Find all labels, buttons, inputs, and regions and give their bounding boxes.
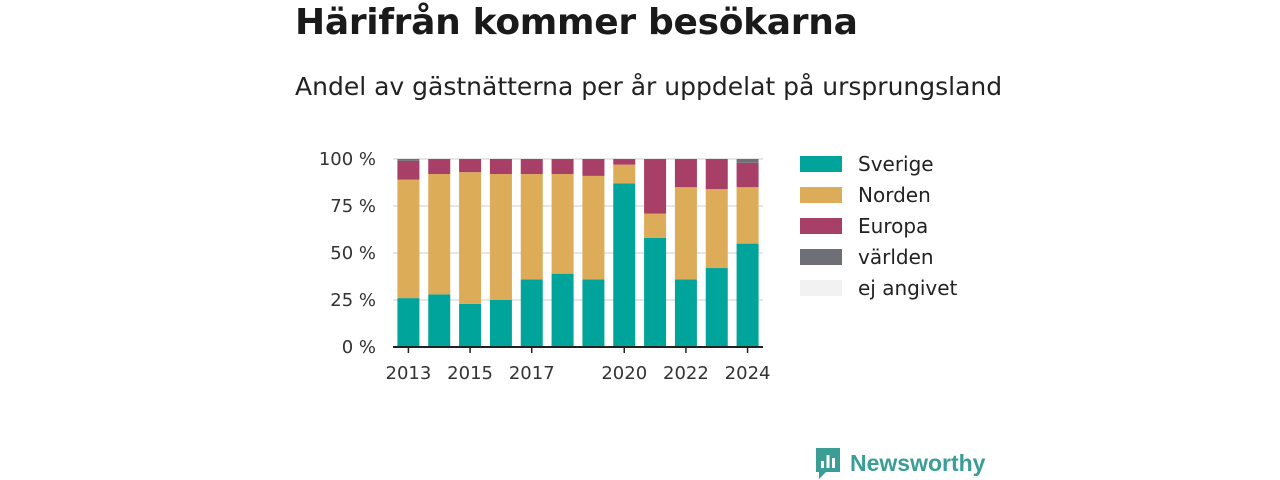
bar-segment (489, 159, 512, 175)
bar-segment (551, 273, 574, 347)
legend-swatch (800, 155, 842, 172)
bar-segment (397, 179, 420, 299)
bar-segment (397, 160, 420, 180)
legend-item-sverige[interactable]: Sverige (800, 148, 957, 179)
legend-swatch (800, 248, 842, 265)
y-tick-label: 0 % (342, 337, 376, 358)
bar-segment (736, 159, 759, 163)
legend-label: Norden (858, 182, 931, 207)
bar-segment (551, 174, 574, 274)
x-tick-label: 2022 (663, 363, 709, 384)
bar-segment (674, 187, 697, 280)
bar-segment (428, 174, 451, 295)
bar-segment (397, 298, 420, 347)
legend-item-ej-angivet[interactable]: ej angivet (800, 272, 957, 303)
legend-label: Sverige (858, 151, 934, 176)
bar-segment (613, 159, 636, 165)
x-tick-label: 2013 (386, 363, 432, 384)
bar-segment (459, 159, 482, 173)
bar-segment (644, 213, 667, 238)
legend-item-norden[interactable]: Norden (800, 179, 957, 210)
legend-swatch (800, 186, 842, 203)
bar-segment (705, 189, 728, 269)
bar-segment (613, 183, 636, 347)
y-tick-label: 75 % (330, 196, 376, 217)
x-tick-label: 2017 (509, 363, 555, 384)
legend-swatch (800, 279, 842, 296)
legend-item-europa[interactable]: Europa (800, 210, 957, 241)
y-tick-label: 25 % (330, 290, 376, 311)
bar-segment (736, 187, 759, 244)
newsworthy-logo[interactable]: Newsworthy (814, 446, 985, 480)
x-tick-label: 2024 (725, 363, 771, 384)
bar-segment (582, 159, 605, 176)
bar-segment (428, 159, 451, 175)
legend-swatch (800, 217, 842, 234)
bar-segment (613, 164, 636, 184)
bar-segment (644, 159, 667, 214)
bar-segment (582, 175, 605, 280)
x-tick-label: 2020 (601, 363, 647, 384)
bar-segment (674, 279, 697, 347)
legend-label: Europa (858, 213, 929, 238)
legend: Sverige Norden Europa världen ej angivet (800, 148, 957, 303)
bar-segment (520, 159, 543, 175)
bar-segment (489, 300, 512, 347)
bar-segment (397, 159, 420, 161)
legend-item-varlden[interactable]: världen (800, 241, 957, 272)
bar-segment (520, 279, 543, 347)
bar-segment (736, 243, 759, 347)
bar-segment (644, 237, 667, 347)
bar-segment (520, 174, 543, 280)
bar-segment (459, 303, 482, 347)
chart-subtitle: Andel av gästnätterna per år uppdelat på… (295, 72, 1003, 101)
bar-segment (582, 279, 605, 347)
newsworthy-logo-icon (816, 448, 840, 479)
bar-segment (736, 162, 759, 188)
x-tick-label: 2015 (447, 363, 493, 384)
bar-segment (551, 159, 574, 175)
bar-segment (489, 174, 512, 300)
brand-label: Newsworthy (850, 449, 986, 476)
bar-segment (705, 268, 728, 347)
bar-segment (459, 172, 482, 304)
bar-segment (705, 159, 728, 190)
y-tick-label: 100 % (319, 149, 376, 170)
y-tick-label: 50 % (330, 243, 376, 264)
bar-segment (428, 294, 451, 347)
legend-label: världen (858, 244, 934, 269)
chart-title: Härifrån kommer besökarna (295, 2, 858, 43)
bar-segment (674, 159, 697, 188)
legend-label: ej angivet (858, 275, 958, 300)
